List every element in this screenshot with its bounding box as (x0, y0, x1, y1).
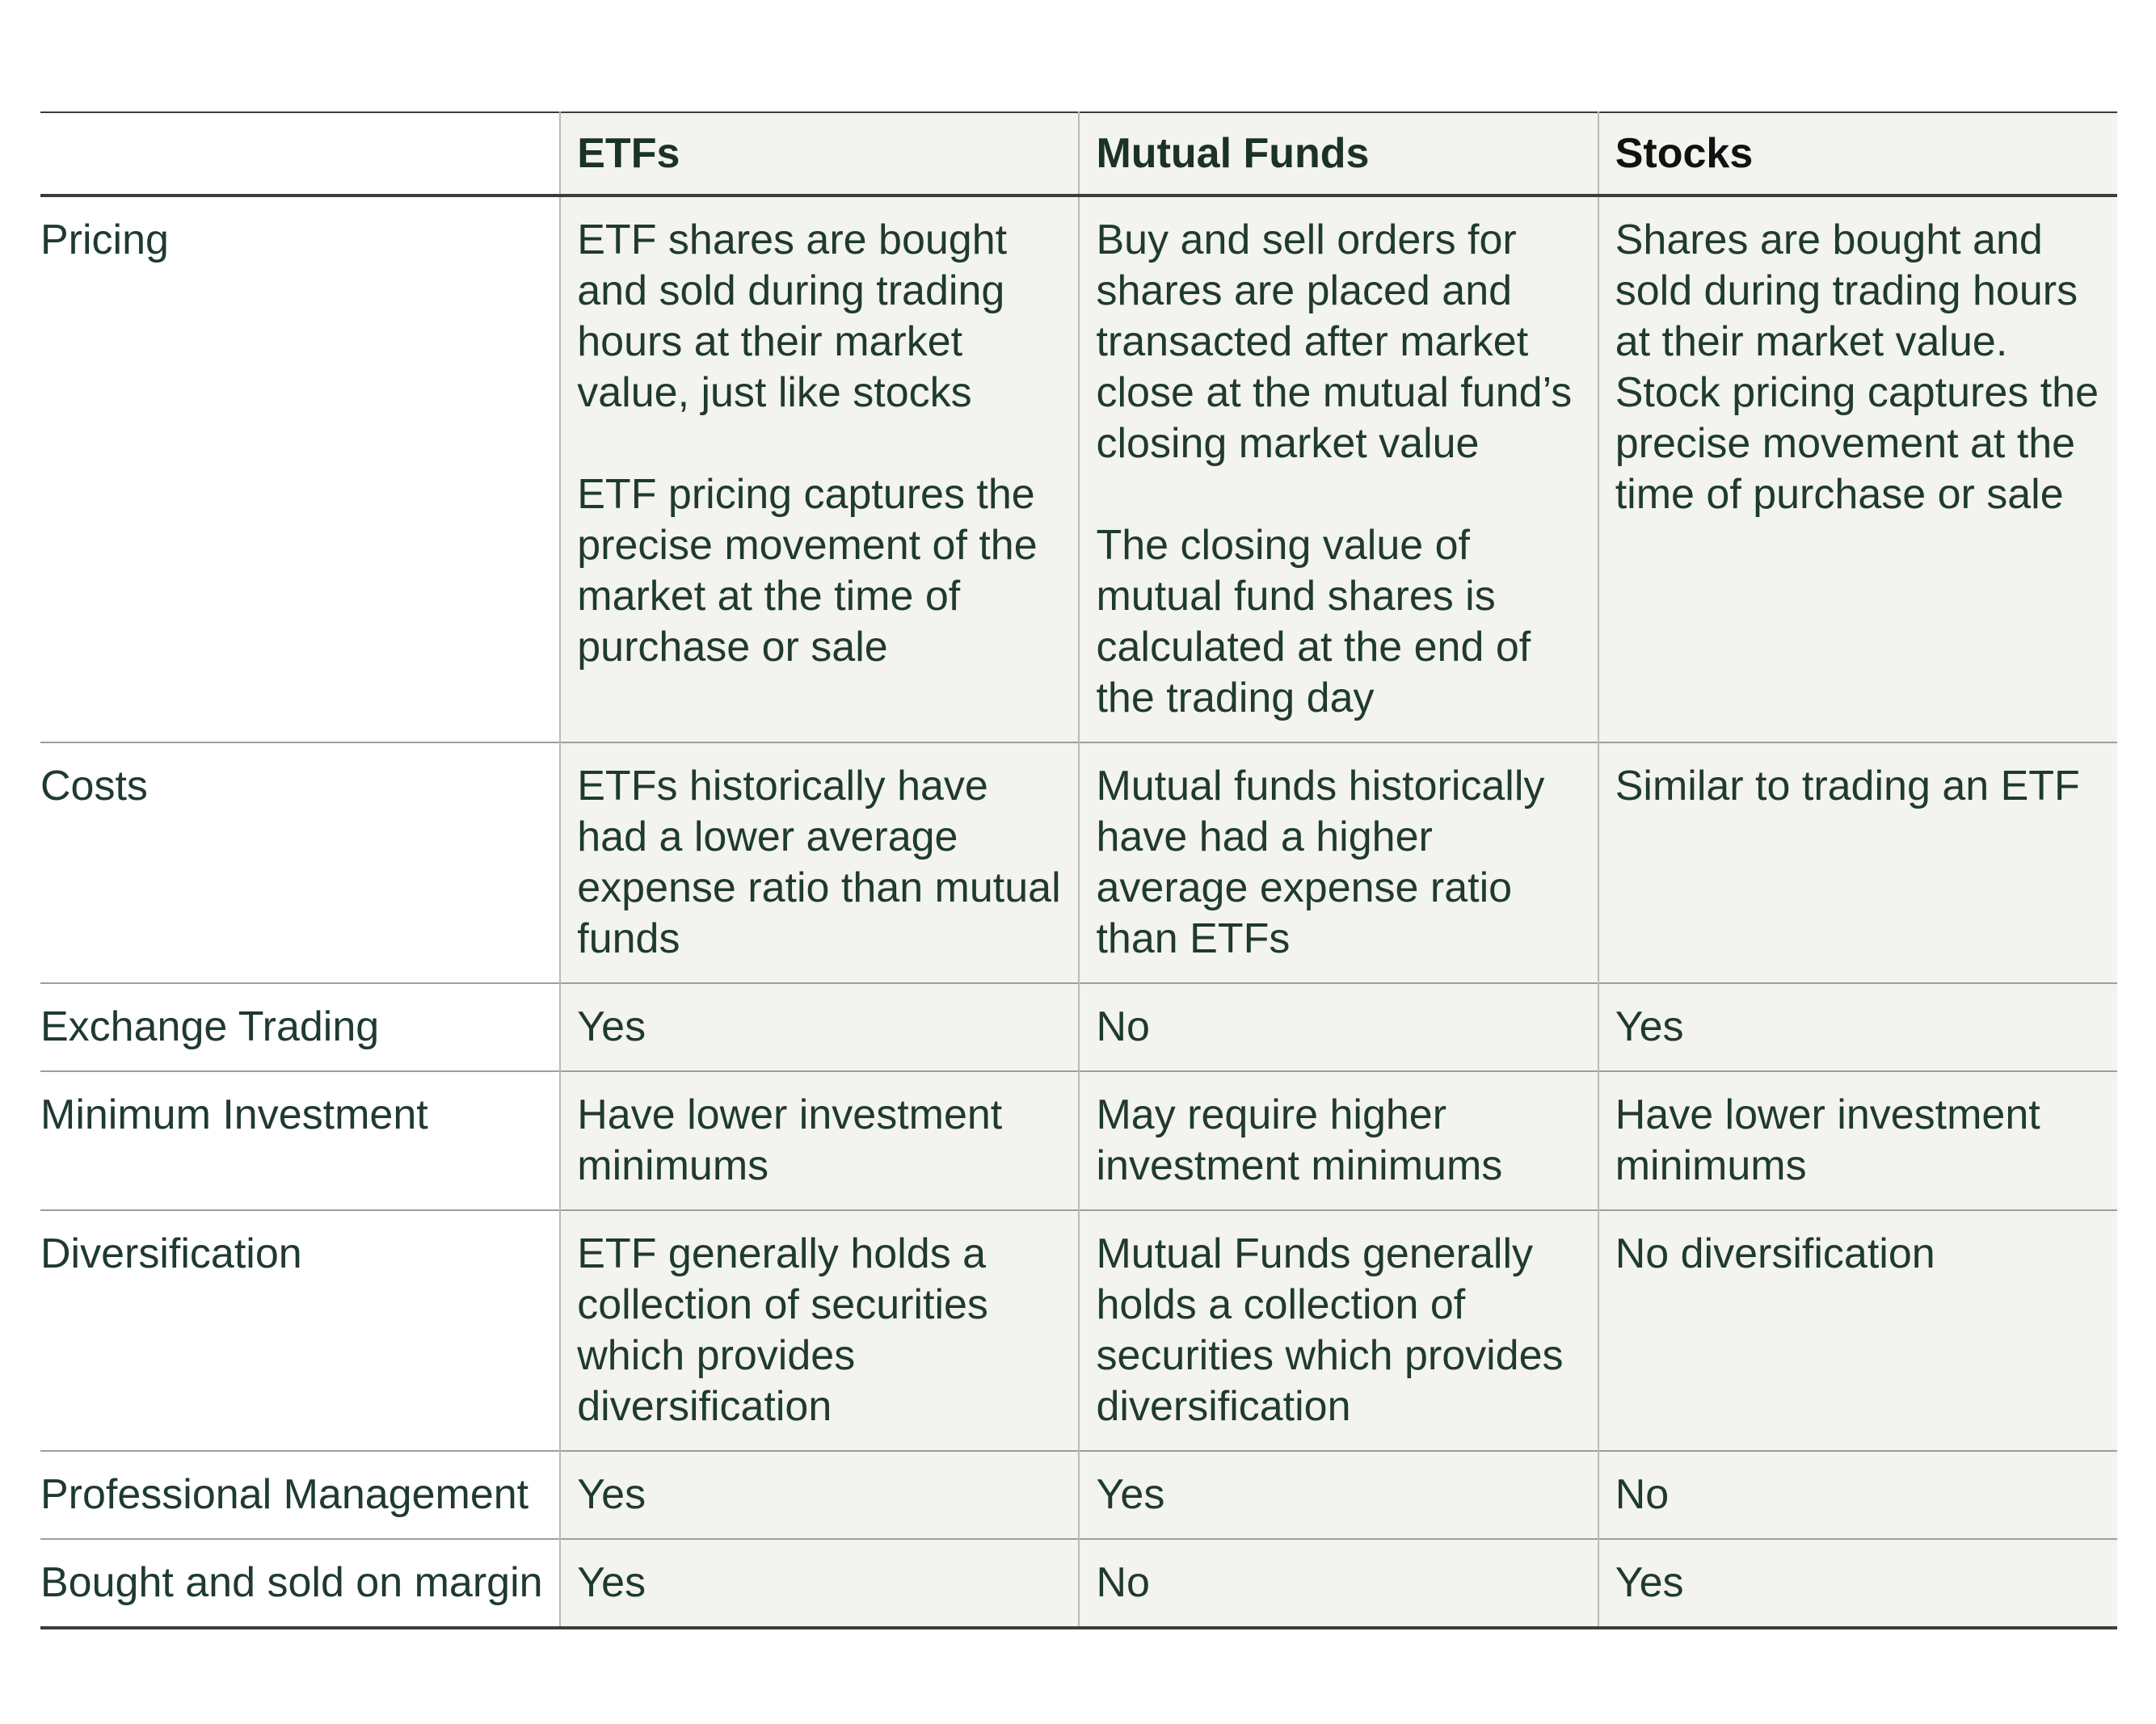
cell-text: ETF generally holds a collection of secu… (577, 1230, 988, 1430)
cell-text: Yes (577, 1559, 646, 1606)
cell-text: Yes (577, 1003, 646, 1050)
cell-stocks: No diversification (1597, 1210, 2117, 1451)
row-label: Bought and sold on margin (40, 1539, 561, 1628)
cell-mutual-funds: Buy and sell orders for shares are place… (1078, 196, 1598, 742)
cell-text: Yes (1615, 1559, 1684, 1606)
cell-text: Yes (1615, 1003, 1684, 1050)
cell-stocks: Yes (1597, 1539, 2117, 1628)
comparison-table-container: ETFs Mutual Funds Stocks Pricing ETF sha… (40, 111, 2117, 1629)
table-row: Diversification ETF generally holds a co… (40, 1210, 2117, 1451)
cell-text: The closing value of mutual fund shares … (1096, 522, 1531, 721)
cell-text: ETF shares are bought and sold during tr… (577, 217, 1008, 416)
cell-etfs: Yes (559, 1451, 1080, 1539)
header-mutual-funds: Mutual Funds (1078, 112, 1598, 196)
row-label: Minimum Investment (40, 1071, 561, 1210)
cell-text: May require higher investment minimums (1096, 1091, 1503, 1189)
row-label: Costs (40, 742, 561, 983)
cell-mutual-funds: No (1078, 1539, 1598, 1628)
cell-text: Mutual funds historically have had a hig… (1096, 763, 1545, 962)
cell-text: Similar to trading an ETF (1615, 763, 2080, 809)
cell-text: Mutual Funds generally holds a collectio… (1096, 1230, 1564, 1430)
cell-text: ETF pricing captures the precise movemen… (577, 471, 1038, 671)
table-row: Exchange Trading Yes No Yes (40, 983, 2117, 1071)
cell-text: Yes (1096, 1471, 1165, 1518)
header-etfs: ETFs (559, 112, 1080, 196)
cell-text: Yes (577, 1471, 646, 1518)
cell-text: Buy and sell orders for shares are place… (1096, 217, 1573, 467)
row-label: Exchange Trading (40, 983, 561, 1071)
cell-etfs: ETF generally holds a collection of secu… (559, 1210, 1080, 1451)
cell-mutual-funds: Mutual funds historically have had a hig… (1078, 742, 1598, 983)
cell-mutual-funds: Mutual Funds generally holds a collectio… (1078, 1210, 1598, 1451)
cell-text: No (1096, 1003, 1150, 1050)
table-row: Minimum Investment Have lower investment… (40, 1071, 2117, 1210)
header-stocks: Stocks (1597, 112, 2117, 196)
cell-etfs: ETFs historically have had a lower avera… (559, 742, 1080, 983)
comparison-table: ETFs Mutual Funds Stocks Pricing ETF sha… (40, 111, 2117, 1629)
cell-text: No (1615, 1471, 1670, 1518)
cell-stocks: No (1597, 1451, 2117, 1539)
cell-stocks: Have lower investment minimums (1597, 1071, 2117, 1210)
row-label: Professional Management (40, 1451, 561, 1539)
cell-etfs: Yes (559, 1539, 1080, 1628)
table-row: Bought and sold on margin Yes No Yes (40, 1539, 2117, 1628)
table-row: Pricing ETF shares are bought and sold d… (40, 196, 2117, 742)
table-row: Professional Management Yes Yes No (40, 1451, 2117, 1539)
cell-mutual-funds: May require higher investment minimums (1078, 1071, 1598, 1210)
cell-mutual-funds: No (1078, 983, 1598, 1071)
cell-stocks: Shares are bought and sold during tradin… (1597, 196, 2117, 742)
cell-text: Have lower investment minimums (577, 1091, 1003, 1189)
cell-etfs: Yes (559, 983, 1080, 1071)
cell-text: Have lower investment minimums (1615, 1091, 2040, 1189)
row-label: Diversification (40, 1210, 561, 1451)
row-label: Pricing (40, 196, 561, 742)
table-header-row: ETFs Mutual Funds Stocks (40, 112, 2117, 196)
cell-etfs: Have lower investment minimums (559, 1071, 1080, 1210)
cell-stocks: Similar to trading an ETF (1597, 742, 2117, 983)
cell-etfs: ETF shares are bought and sold during tr… (559, 196, 1080, 742)
cell-text: ETFs historically have had a lower avera… (577, 763, 1061, 962)
cell-mutual-funds: Yes (1078, 1451, 1598, 1539)
cell-stocks: Yes (1597, 983, 2117, 1071)
table-row: Costs ETFs historically have had a lower… (40, 742, 2117, 983)
cell-text: Shares are bought and sold during tradin… (1615, 217, 2099, 518)
header-corner-cell (40, 112, 560, 196)
cell-text: No (1096, 1559, 1150, 1606)
cell-text: No diversification (1615, 1230, 1935, 1277)
